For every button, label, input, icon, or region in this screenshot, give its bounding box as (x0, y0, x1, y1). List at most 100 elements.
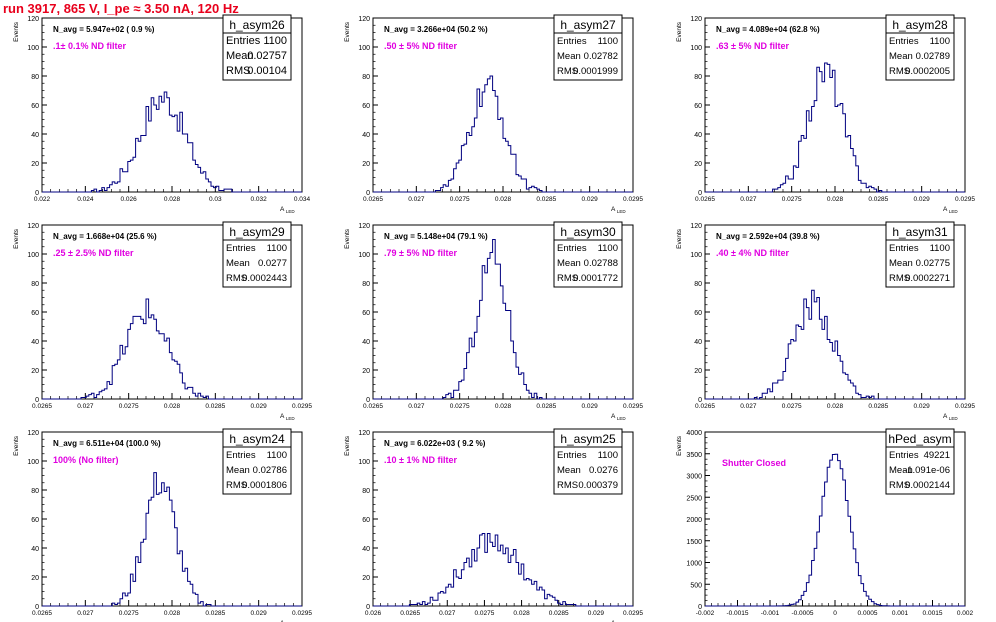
y-tick-label: 20 (362, 575, 370, 582)
histogram-bars (42, 91, 302, 193)
x-tick-label: 0.0275 (119, 610, 139, 617)
navg-label: N_avg = 3.266e+04 (50.2 %) (384, 25, 488, 34)
y-tick-label: 20 (31, 575, 39, 582)
x-tick-label: 0.0295 (623, 403, 643, 410)
x-tick-label: 0.0285 (549, 610, 569, 617)
histogram-name: h_asym28 (892, 18, 948, 32)
x-tick-label: -0.0005 (791, 610, 813, 617)
y-axis-label: Events (676, 435, 683, 456)
stats-value: 0.000379 (578, 480, 618, 491)
filter-label: Shutter Closed (722, 458, 786, 468)
histogram-name: h_asym31 (892, 225, 948, 239)
y-tick-label: 100 (690, 252, 702, 259)
stats-key: RMS (226, 273, 247, 284)
filter-label: .50 ± 5% ND filter (384, 41, 457, 51)
y-tick-label: 60 (362, 310, 370, 317)
x-tick-label: 0.0275 (782, 403, 802, 410)
histogram-name: hPed_asym (888, 432, 951, 446)
navg-label: N_avg = 2.592e+04 (39.8 %) (716, 232, 820, 241)
y-tick-label: 0 (698, 397, 702, 404)
x-tick-label: 0.028 (495, 403, 512, 410)
histogram-panel-h_asym24: 0 20 40 60 80 100 120 Events 0.0265 0.027 0.0275 0.… (13, 428, 312, 622)
filter-label: .10 ± 1% ND filter (384, 455, 457, 465)
stats-key: Entries (557, 243, 587, 254)
histogram-bars (373, 533, 633, 607)
stats-key: Entries (557, 450, 587, 461)
stats-box (222, 14, 292, 81)
x-tick-label: 0.026 (365, 610, 382, 617)
y-axis-label: Events (676, 228, 683, 249)
histogram-panel-h_asym29: 0 20 40 60 80 100 120 Events 0.0265 0.027 0.0275 0.… (13, 221, 312, 421)
stats-key: RMS (889, 480, 910, 491)
y-tick-label: 3000 (686, 474, 702, 481)
stats-key: RMS (889, 66, 910, 77)
y-tick-label: 20 (362, 368, 370, 375)
filter-label: .1± 0.1% ND filter (53, 41, 126, 51)
y-tick-label: 20 (362, 161, 370, 168)
histogram-bars (705, 453, 965, 607)
y-tick-label: 100 (358, 252, 370, 259)
filter-label: .79 ± 5% ND filter (384, 248, 457, 258)
x-tick-label: 0.0285 (868, 196, 888, 203)
stats-value: 0.0276 (589, 465, 618, 476)
x-tick-label: 0.0295 (955, 196, 975, 203)
x-tick-label: 0.028 (827, 403, 844, 410)
x-tick-label: 0.0295 (623, 196, 643, 203)
stats-value: 1100 (598, 36, 618, 47)
histogram-name: h_asym27 (560, 18, 616, 32)
x-tick-label: 0 (833, 610, 837, 617)
stats-key: Entries (889, 36, 919, 47)
x-tick-label: 0.029 (914, 196, 931, 203)
x-tick-label: 0.0285 (205, 610, 225, 617)
stats-value: 0.02782 (584, 51, 618, 62)
x-tick-label: 0.0275 (474, 610, 494, 617)
x-tick-label: 0.0275 (782, 196, 802, 203)
y-tick-label: 0 (366, 604, 370, 611)
filter-label: .25 ± 2.5% ND filter (53, 248, 134, 258)
x-tick-label: 0.026 (121, 196, 138, 203)
y-tick-label: 500 (690, 582, 702, 589)
y-tick-label: 3500 (686, 452, 702, 459)
stats-value: 0.0001772 (573, 273, 618, 284)
stats-key: Mean (557, 465, 581, 476)
stats-value: 0.0002443 (242, 273, 287, 284)
x-tick-label: 0.028 (164, 403, 181, 410)
stats-value: 49221 (924, 450, 950, 461)
x-tick-label: 0.029 (588, 610, 605, 617)
x-tick-label: 0.0275 (450, 196, 470, 203)
y-tick-label: 80 (31, 488, 39, 495)
stats-key: Mean (226, 465, 250, 476)
stats-key: RMS (557, 480, 578, 491)
filter-label: 100% (No filter) (53, 455, 119, 465)
x-tick-label: 0.0005 (858, 610, 878, 617)
histogram-name: h_asym29 (229, 225, 285, 239)
y-tick-label: 120 (690, 16, 702, 23)
stats-value: 1100 (263, 35, 287, 47)
navg-label: N_avg = 6.511e+04 (100.0 %) (53, 439, 161, 448)
x-tick-label: 0.027 (439, 610, 456, 617)
histogram-bars (42, 298, 302, 400)
y-tick-label: 100 (27, 252, 39, 259)
stats-key: RMS (557, 66, 578, 77)
x-tick-label: 0.002 (957, 610, 974, 617)
y-tick-label: 100 (27, 459, 39, 466)
y-tick-label: 80 (362, 281, 370, 288)
stats-key: RMS (226, 65, 250, 77)
y-tick-label: 120 (358, 16, 370, 23)
y-tick-label: 40 (694, 132, 702, 139)
y-tick-label: 40 (694, 339, 702, 346)
y-axis-label: Events (344, 228, 351, 249)
x-tick-label: 0.0265 (363, 403, 383, 410)
y-tick-label: 2000 (686, 517, 702, 524)
x-tick-label: 0.0295 (292, 403, 312, 410)
x-tick-label: 0.029 (582, 403, 599, 410)
y-tick-label: 120 (358, 430, 370, 437)
y-tick-label: 80 (31, 74, 39, 81)
y-tick-label: 40 (31, 132, 39, 139)
y-tick-label: 80 (694, 74, 702, 81)
